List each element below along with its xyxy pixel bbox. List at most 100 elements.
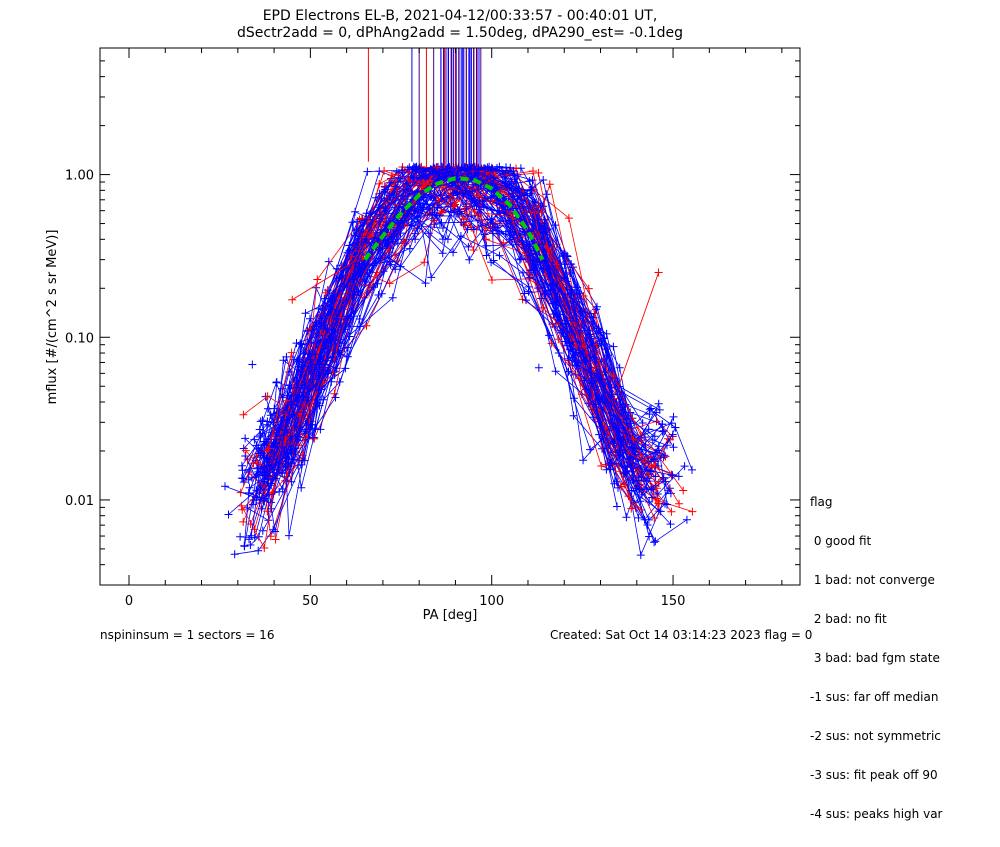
data-point <box>430 208 439 217</box>
data-point <box>246 541 255 549</box>
x-tick-label: 150 <box>661 594 686 609</box>
data-point <box>306 355 315 364</box>
data-point <box>355 315 364 323</box>
outlier-point <box>248 360 257 369</box>
data-point <box>262 437 271 446</box>
data-point <box>487 258 496 267</box>
data-point <box>289 455 298 464</box>
data-point <box>250 533 259 542</box>
data-point <box>656 507 665 516</box>
data-point <box>239 410 248 419</box>
data-point <box>282 415 291 424</box>
x-axis-label: PA [deg] <box>423 608 478 623</box>
data-point <box>310 434 319 443</box>
data-point <box>627 486 636 495</box>
data-point <box>682 515 691 524</box>
data-point <box>344 343 352 352</box>
data-point <box>375 210 384 219</box>
series-line <box>254 175 661 512</box>
data-point <box>526 266 535 275</box>
data-point <box>417 174 425 183</box>
data-point <box>680 462 689 471</box>
data-point <box>551 322 560 331</box>
data-point <box>523 191 532 200</box>
data-point <box>424 229 433 238</box>
data-point <box>292 357 301 366</box>
data-point <box>311 350 320 359</box>
x-tick-label: 50 <box>302 594 319 609</box>
data-point <box>579 456 588 465</box>
data-point <box>306 420 315 429</box>
data-point <box>599 334 608 343</box>
data-point <box>666 435 674 444</box>
data-point <box>667 507 676 516</box>
data-point <box>405 244 414 253</box>
data-point <box>244 475 253 484</box>
data-point <box>586 445 595 454</box>
data-point <box>271 535 280 544</box>
data-point <box>279 356 288 365</box>
data-point <box>556 310 565 319</box>
series-line <box>249 177 652 489</box>
data-point <box>353 217 362 226</box>
data-point <box>525 273 534 282</box>
data-point <box>374 291 383 299</box>
data-point <box>252 496 261 505</box>
data-point <box>245 483 254 492</box>
data-point <box>589 353 598 362</box>
data-point <box>272 378 281 387</box>
data-point <box>421 279 430 288</box>
data-point <box>516 215 525 224</box>
data-point <box>465 166 473 175</box>
data-point <box>587 379 596 388</box>
data-point <box>581 356 590 365</box>
data-point <box>330 389 339 398</box>
data-point <box>613 502 621 511</box>
data-point <box>667 419 676 428</box>
data-point <box>661 452 670 461</box>
data-point <box>584 284 593 293</box>
data-point <box>649 455 658 464</box>
y-tick-label: 0.10 <box>65 331 94 346</box>
legend-item: -2 sus: not symmetric <box>810 729 941 743</box>
axes-layer: 0 50 100 150 0.01 0.10 1.00 <box>65 47 800 609</box>
data-point <box>627 423 636 432</box>
data-point <box>580 376 589 385</box>
data-point <box>622 513 631 522</box>
data-point <box>545 180 554 189</box>
data-point <box>458 189 467 198</box>
data-point <box>239 444 248 453</box>
data-point <box>668 471 677 480</box>
data-point <box>405 163 414 172</box>
data-point <box>259 494 268 503</box>
data-point <box>478 221 486 230</box>
data-point <box>629 435 638 443</box>
data-point <box>627 504 636 513</box>
data-point <box>314 304 323 313</box>
data-point <box>270 404 279 413</box>
data-point <box>454 210 462 219</box>
data-point <box>668 430 677 439</box>
data-layer <box>221 48 697 560</box>
data-point <box>258 468 267 477</box>
y-tick-label: 1.00 <box>65 169 94 184</box>
data-point <box>381 238 390 247</box>
data-point <box>291 444 300 453</box>
data-point <box>469 246 478 254</box>
data-point <box>645 497 654 506</box>
plot-page: EPD Electrons EL-B, 2021-04-12/00:33:57 … <box>45 8 943 821</box>
data-point <box>597 462 606 470</box>
data-point <box>594 395 603 403</box>
data-point <box>629 452 638 461</box>
data-point <box>313 399 322 408</box>
data-point <box>602 329 611 338</box>
data-point <box>607 458 616 467</box>
data-point <box>254 546 263 555</box>
data-point <box>256 417 265 426</box>
data-point <box>571 370 580 379</box>
data-point <box>300 456 309 465</box>
series-line <box>259 174 666 532</box>
data-point <box>304 384 313 393</box>
data-point <box>373 279 382 288</box>
data-point <box>592 329 601 338</box>
